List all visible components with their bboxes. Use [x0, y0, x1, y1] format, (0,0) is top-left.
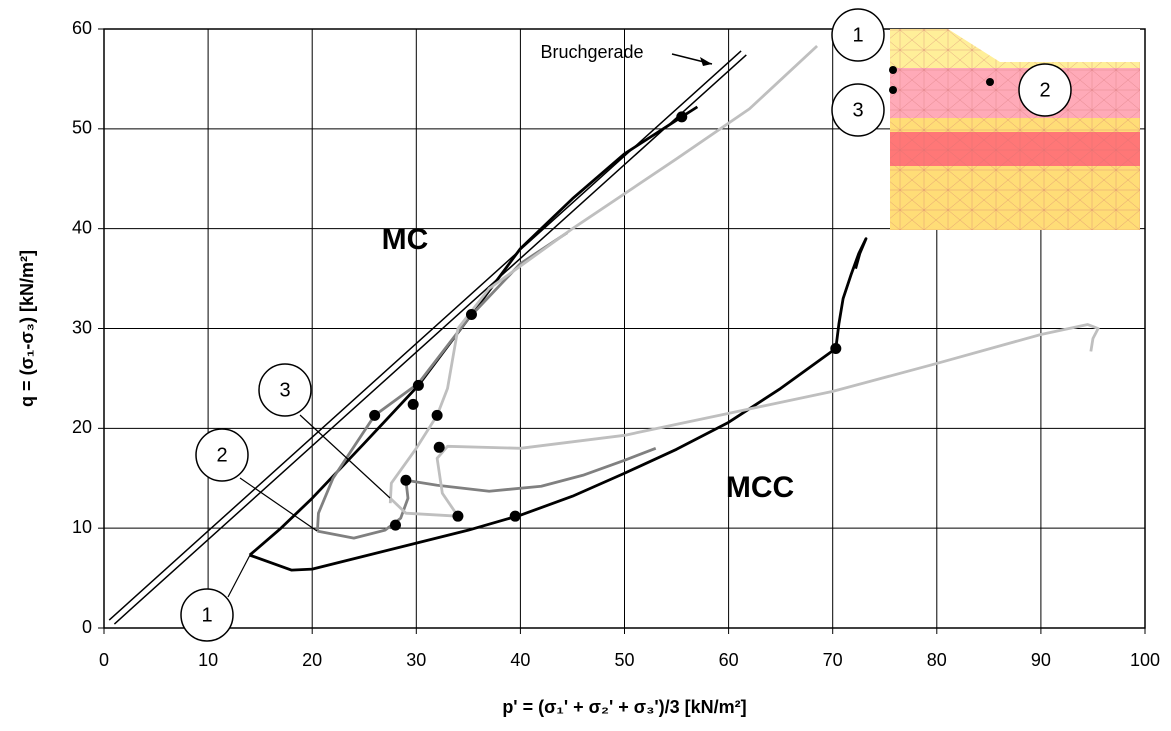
point [433, 441, 445, 453]
annotation: 3 [279, 379, 290, 401]
annotations: Bruchgerade MC MCC 1 2 3 1 2 3 [180, 8, 1072, 642]
annotation: Bruchgerade [540, 42, 643, 62]
series-line [317, 446, 657, 540]
point [431, 409, 443, 421]
annotation: 2 [216, 444, 227, 466]
y-tick-label: 30 [72, 317, 92, 337]
point [412, 379, 424, 391]
point [509, 510, 521, 522]
label-circle [831, 83, 885, 137]
point [400, 474, 412, 486]
label-circle [180, 588, 234, 642]
x-tick-label: 90 [1031, 650, 1051, 670]
x-tick-label: 30 [406, 650, 426, 670]
y-tick-label: 50 [72, 118, 92, 138]
mesh [890, 29, 1140, 230]
y-tick-label: 0 [82, 617, 92, 637]
x-tick-label: 70 [823, 650, 843, 670]
series-line [388, 44, 819, 504]
y-tick-label: 40 [72, 217, 92, 237]
annotation: 2 [1039, 79, 1050, 101]
inset-point [986, 78, 994, 86]
leader-line [227, 554, 251, 598]
label-circle [195, 428, 249, 482]
x-tick-label: 100 [1130, 650, 1160, 670]
mesh-inset [889, 29, 1140, 230]
label-circle [258, 363, 312, 417]
x-tick-label: 20 [302, 650, 322, 670]
grid: 0 10 20 30 40 50 60 70 80 90 100 0 10 20 30 40 50 60 p' = … [17, 18, 1160, 717]
y-tick-label: 20 [72, 417, 92, 437]
x-tick-label: 80 [927, 650, 947, 670]
point [389, 519, 401, 531]
x-tick-label: 10 [198, 650, 218, 670]
series-line [113, 54, 747, 625]
arrow-head [700, 57, 712, 66]
point [407, 398, 419, 410]
leader-line [239, 477, 318, 532]
series-line [248, 105, 699, 557]
leader-line [299, 414, 391, 499]
y-axis-title: q = (σ₁-σ₃) [kN/m²] [17, 250, 37, 407]
point [830, 342, 842, 354]
plot-frame [103, 28, 1146, 629]
annotation: MCC [726, 471, 794, 504]
y-tick-label: 60 [72, 18, 92, 38]
x-tick-label: 50 [614, 650, 634, 670]
x-tick-label: 40 [510, 650, 530, 670]
x-tick-label: 60 [719, 650, 739, 670]
series-line [249, 237, 868, 572]
plot [108, 44, 1100, 625]
y-tick-label: 10 [72, 517, 92, 537]
point [369, 409, 381, 421]
annotation: 1 [852, 24, 863, 46]
point [676, 111, 688, 123]
label-circle [831, 8, 885, 62]
point [452, 510, 464, 522]
annotation: MC [382, 223, 429, 256]
series-line [389, 323, 1100, 518]
series-line [108, 50, 742, 621]
x-tick-label: 0 [99, 650, 109, 670]
inset-point [889, 66, 897, 74]
point [465, 309, 477, 321]
annotation: 1 [201, 604, 212, 626]
inset-point [889, 86, 897, 94]
label-circle [1018, 63, 1072, 117]
annotation: 3 [852, 99, 863, 121]
x-axis-title: p' = (σ₁' + σ₂' + σ₃')/3 [kN/m²] [502, 697, 746, 717]
